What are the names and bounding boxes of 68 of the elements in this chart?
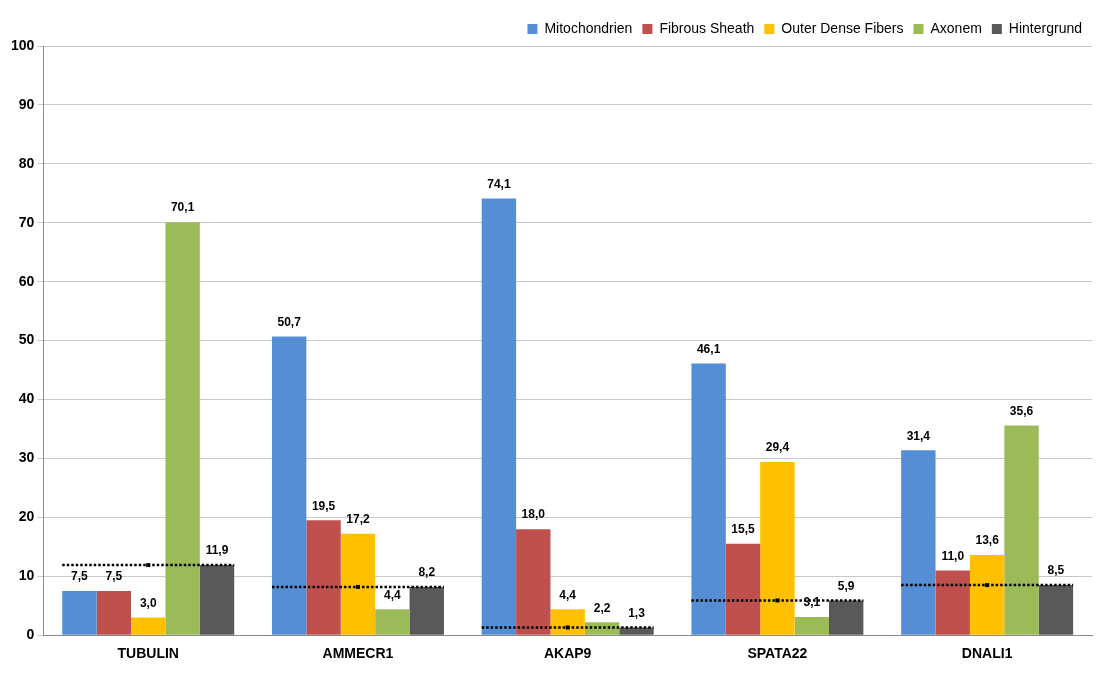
y-tick-label: 20 xyxy=(18,508,35,525)
data-label: 17,2 xyxy=(346,512,370,527)
data-label: 8,5 xyxy=(1047,563,1065,578)
y-tick-label: 90 xyxy=(18,95,35,112)
data-label: 4,4 xyxy=(559,587,577,602)
y-tick-label: 10 xyxy=(18,567,35,584)
legend-label: Mitochondrien xyxy=(544,19,633,36)
x-tick-label: TUBULIN xyxy=(117,645,179,662)
data-label: 7,5 xyxy=(71,569,89,584)
bar xyxy=(901,450,936,635)
legend-label: Hintergrund xyxy=(1008,19,1082,36)
data-label: 15,5 xyxy=(731,522,756,537)
bar xyxy=(550,609,585,635)
bar xyxy=(829,600,864,635)
data-label: 35,6 xyxy=(1009,403,1034,418)
bar xyxy=(306,520,341,635)
data-label: 1,3 xyxy=(628,605,646,620)
bar xyxy=(969,555,1005,635)
bar xyxy=(165,222,200,635)
data-label: 8,2 xyxy=(418,565,436,580)
data-label: 11,0 xyxy=(941,548,965,563)
data-label: 2,2 xyxy=(593,600,611,615)
data-label: 7,5 xyxy=(105,569,123,584)
bar xyxy=(340,533,376,635)
bar xyxy=(794,616,829,635)
bar xyxy=(409,586,444,635)
bar xyxy=(481,198,517,635)
bar xyxy=(691,363,726,635)
legend-label: Axonem xyxy=(930,19,982,36)
y-tick-label: 0 xyxy=(26,626,35,643)
y-tick-label: 80 xyxy=(18,154,35,171)
bar xyxy=(62,591,97,635)
bar xyxy=(131,617,166,635)
data-label: 19,5 xyxy=(311,498,336,513)
bar xyxy=(1004,425,1039,635)
y-tick-label: 50 xyxy=(18,331,35,348)
y-tick-label: 40 xyxy=(18,390,35,407)
x-tick-label: DNALI1 xyxy=(961,645,1013,662)
bar xyxy=(516,529,551,635)
data-label: 70,1 xyxy=(170,200,195,215)
bar xyxy=(725,543,761,635)
bar xyxy=(1038,585,1074,635)
x-tick-label: AKAP9 xyxy=(543,645,592,662)
data-label: 50,7 xyxy=(277,314,302,329)
bar xyxy=(375,609,410,635)
data-label: 3,0 xyxy=(139,595,157,610)
legend-label: Fibrous Sheath xyxy=(659,19,755,36)
bar xyxy=(935,570,970,635)
y-tick-label: 30 xyxy=(18,449,35,466)
data-label: 13,6 xyxy=(975,533,1000,548)
bar xyxy=(199,565,235,635)
y-tick-label: 100 xyxy=(11,36,35,53)
x-tick-label: SPATA22 xyxy=(747,645,808,662)
data-label: 29,4 xyxy=(765,440,790,455)
x-tick-label: AMMECR1 xyxy=(322,645,394,662)
data-label: 74,1 xyxy=(487,176,511,191)
data-label: 5,9 xyxy=(837,578,855,593)
data-label: 11,9 xyxy=(205,543,229,558)
bar xyxy=(96,591,132,635)
y-tick-label: 60 xyxy=(18,272,35,289)
bar xyxy=(271,336,307,635)
data-label: 31,4 xyxy=(906,428,931,443)
legend-label: Outer Dense Fibers xyxy=(781,19,904,36)
bar xyxy=(760,461,795,635)
data-label: 18,0 xyxy=(521,507,546,522)
data-label: 4,4 xyxy=(384,587,402,602)
data-label: 46,1 xyxy=(696,341,721,356)
y-tick-label: 70 xyxy=(18,213,35,230)
